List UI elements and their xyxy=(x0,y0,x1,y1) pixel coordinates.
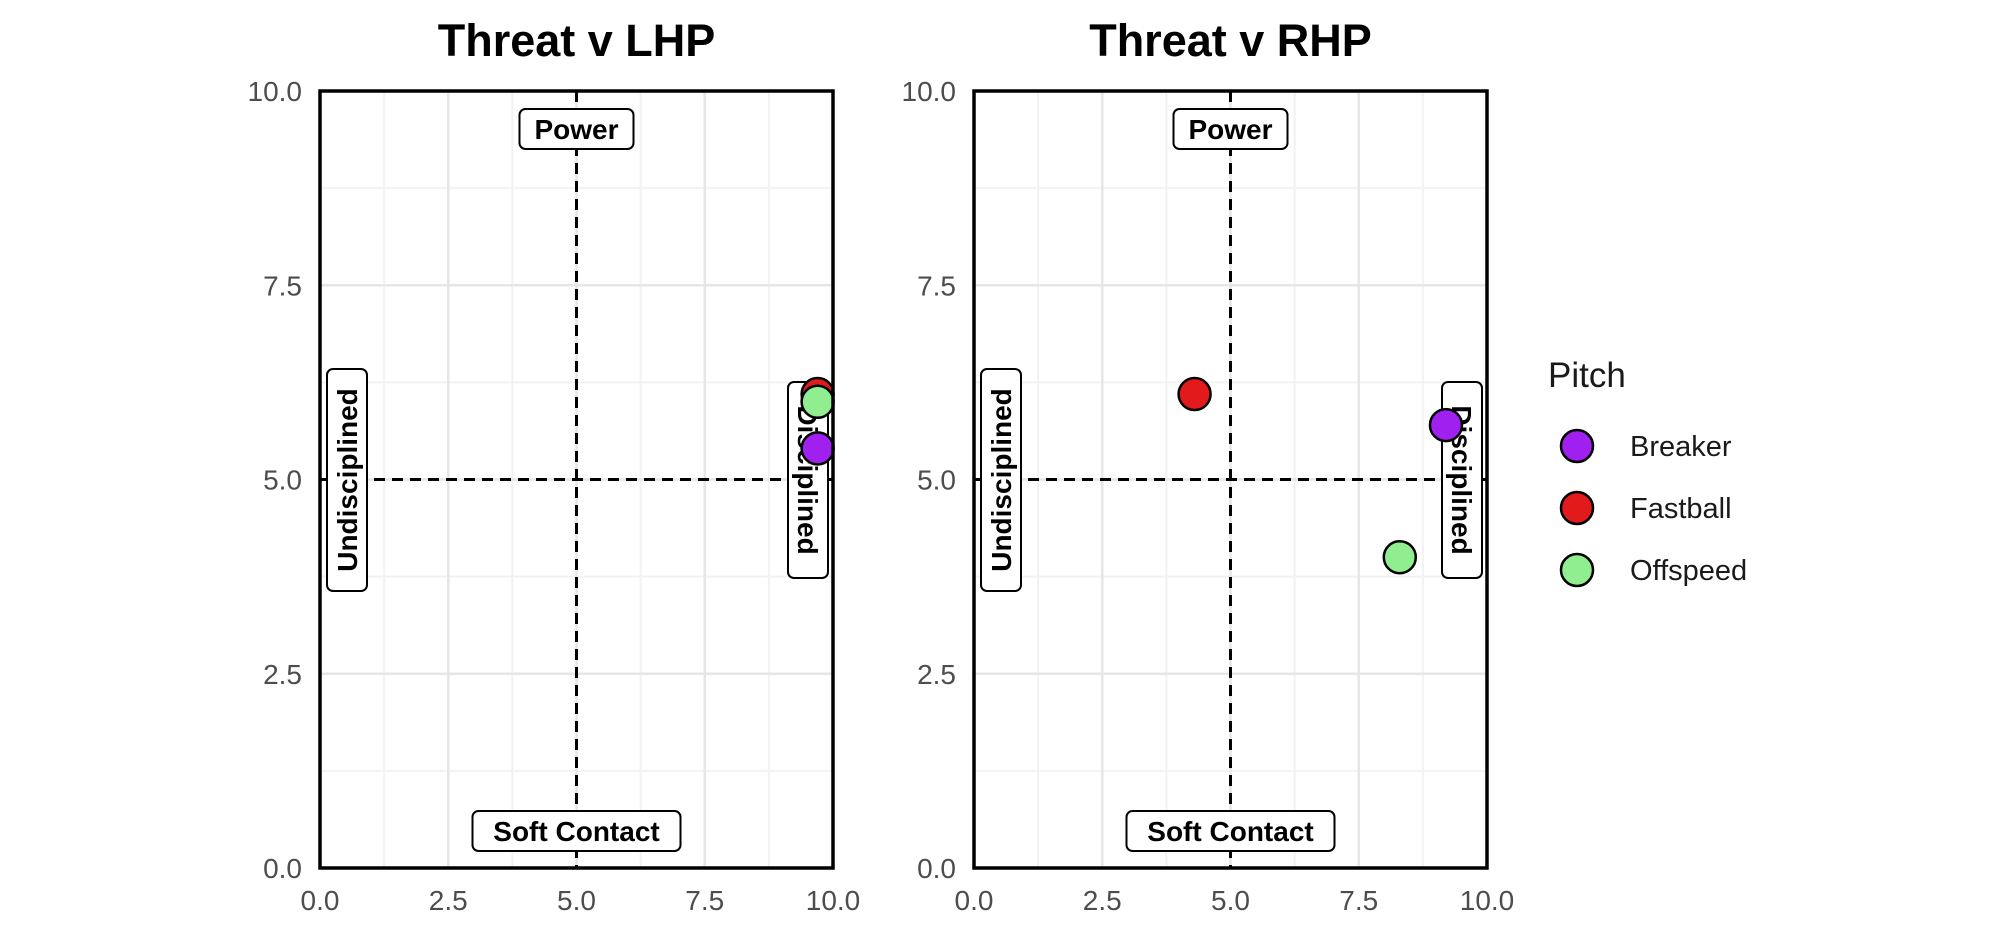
panel-border xyxy=(318,89,835,870)
quadrant-label-text: Power xyxy=(534,114,618,145)
quadrant-label-text: Soft Contact xyxy=(493,816,659,847)
y-tick-label: 10.0 xyxy=(248,76,303,107)
y-tick-label: 2.5 xyxy=(263,659,302,690)
quadrant-label-box xyxy=(326,368,368,592)
quadrant-label-text: Undisciplined xyxy=(332,388,363,572)
quadrant-label-text: Disciplined xyxy=(792,405,823,554)
quadrant-label-box xyxy=(1172,108,1289,150)
x-tick-label: 5.0 xyxy=(557,885,596,916)
legend-label: Breaker xyxy=(1630,431,1732,463)
legend-label: Fastball xyxy=(1630,493,1732,525)
legend-marker-offspeed xyxy=(1559,552,1595,588)
chart-title: Threat v LHP xyxy=(438,15,716,66)
quadrant-label-box xyxy=(980,368,1022,592)
quadrant-label-top: Power xyxy=(518,108,635,150)
y-tick-label: 5.0 xyxy=(917,465,956,496)
quadrant-label-left: Undisciplined xyxy=(980,368,1022,592)
y-tick-label: 5.0 xyxy=(263,465,302,496)
quadrant-label-text: Soft Contact xyxy=(1147,816,1313,847)
quadrant-label-bottom: Soft Contact xyxy=(471,810,682,852)
point-breaker xyxy=(1428,407,1464,443)
quadrant-label-box xyxy=(1125,810,1336,852)
y-tick-label: 10.0 xyxy=(902,76,957,107)
quadrant-label-right: Disciplined xyxy=(787,381,829,579)
legend-label: Offspeed xyxy=(1630,555,1747,587)
quadrant-label-box xyxy=(471,810,682,852)
point-fastball xyxy=(1177,376,1212,412)
panel-border xyxy=(972,89,1489,870)
chart-title: Threat v RHP xyxy=(1089,15,1372,66)
x-tick-label: 2.5 xyxy=(1083,885,1122,916)
quadrant-label-box xyxy=(518,108,635,150)
panel-lhp: Power Soft Contact Undisciplined Discipline… xyxy=(248,15,861,916)
legend-marker-fastball xyxy=(1559,490,1595,526)
y-tick-label: 0.0 xyxy=(917,853,956,884)
y-tick-label: 7.5 xyxy=(263,270,302,301)
x-tick-label: 0.0 xyxy=(301,885,340,916)
quadrant-label-left: Undisciplined xyxy=(326,368,368,592)
point-breaker xyxy=(800,431,835,466)
x-tick-label: 2.5 xyxy=(429,885,468,916)
legend-title: Pitch xyxy=(1548,356,1626,395)
x-tick-label: 10.0 xyxy=(1460,885,1515,916)
quadrant-label-text: Power xyxy=(1188,114,1272,145)
quadrant-label-top: Power xyxy=(1172,108,1289,150)
x-tick-label: 5.0 xyxy=(1211,885,1250,916)
quadrant-label-text: Undisciplined xyxy=(986,388,1017,572)
point-offspeed xyxy=(800,384,835,420)
x-tick-label: 0.0 xyxy=(955,885,994,916)
point-offspeed xyxy=(1382,539,1418,575)
y-tick-label: 2.5 xyxy=(917,659,956,690)
y-tick-label: 0.0 xyxy=(263,853,302,884)
quadrant-label-bottom: Soft Contact xyxy=(1125,810,1336,852)
x-tick-label: 7.5 xyxy=(685,885,724,916)
legend: Pitch Breaker Fastball Offspeed xyxy=(1548,356,1747,588)
x-tick-label: 10.0 xyxy=(806,885,861,916)
x-tick-label: 7.5 xyxy=(1339,885,1378,916)
legend-marker-breaker xyxy=(1559,428,1595,464)
y-tick-label: 7.5 xyxy=(917,270,956,301)
